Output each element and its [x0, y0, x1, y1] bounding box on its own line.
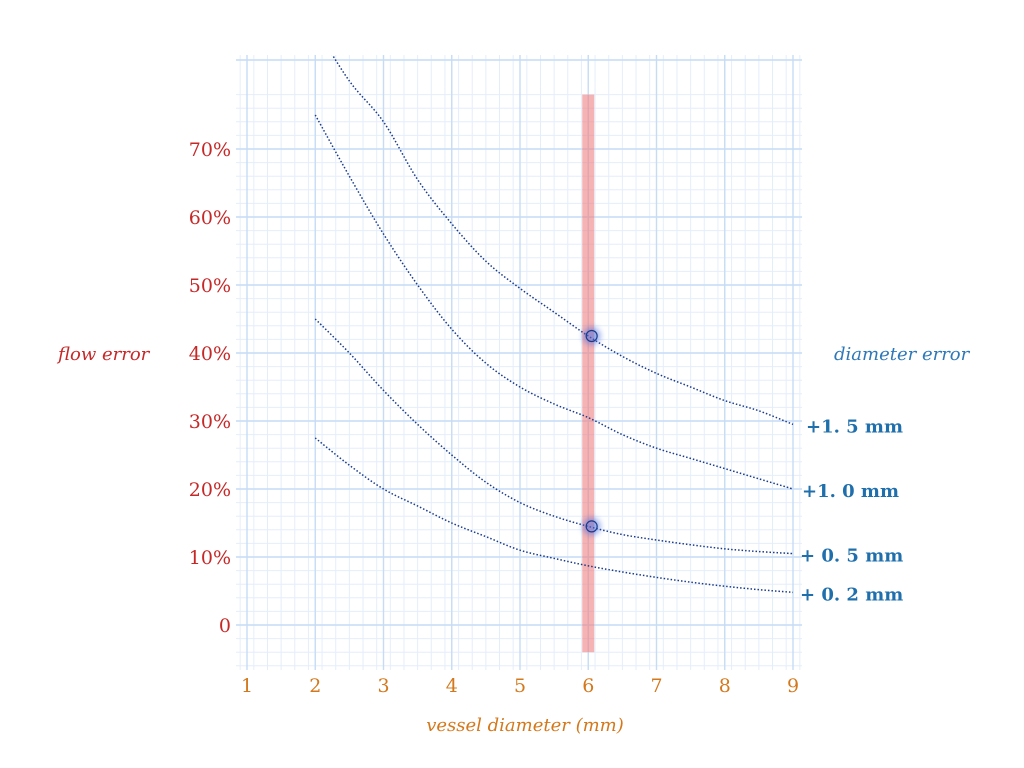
series-label: +1. 5 mm: [806, 416, 903, 437]
major-grid: [236, 55, 802, 670]
y-tick-label: 20%: [189, 479, 231, 501]
series-line: [314, 114, 794, 490]
x-tick-label: 3: [377, 675, 389, 697]
x-tick-label: 8: [719, 675, 731, 697]
x-tick-labels: 1 2 3 4 5 6 7 8 9: [241, 675, 799, 697]
x-tick-label: 9: [787, 675, 799, 697]
y-tick-labels: 0 10% 20% 30% 40% 50% 60% 70%: [189, 139, 231, 637]
x-axis-label: vessel diameter (mm): [426, 715, 624, 736]
y-tick-label: 70%: [189, 139, 231, 161]
highlight-markers: [582, 327, 601, 536]
x-tick-label: 1: [241, 675, 253, 697]
series-line: [314, 318, 794, 555]
y-tick-label: 0: [219, 615, 231, 637]
y-tick-label: 10%: [189, 547, 231, 569]
series-label: +1. 0 mm: [802, 481, 899, 502]
series-label: + 0. 5 mm: [800, 546, 903, 567]
series-curves: [314, 55, 794, 594]
y-tick-label: 50%: [189, 275, 231, 297]
marker-point: [585, 520, 598, 533]
y-tick-label: 60%: [189, 207, 231, 229]
y-tick-label: 30%: [189, 411, 231, 433]
x-tick-label: 6: [582, 675, 594, 697]
highlight-band: [582, 94, 595, 653]
marker-point: [585, 329, 598, 343]
marker-glow: [582, 327, 601, 345]
x-tick-label: 7: [650, 675, 662, 697]
y-axis-label: flow error: [56, 344, 151, 365]
series-line: [331, 55, 794, 426]
right-axis-label: diameter error: [834, 344, 971, 365]
series-line: [314, 437, 794, 594]
x-tick-label: 5: [514, 675, 526, 697]
minor-grid: [236, 55, 802, 670]
x-tick-label: 4: [446, 675, 458, 697]
x-tick-label: 2: [309, 675, 321, 697]
series-labels: +1. 5 mm +1. 0 mm + 0. 5 mm + 0. 2 mm: [800, 416, 903, 605]
y-tick-label: 40%: [189, 343, 231, 365]
series-label: + 0. 2 mm: [800, 584, 903, 605]
marker-glow: [582, 517, 601, 536]
